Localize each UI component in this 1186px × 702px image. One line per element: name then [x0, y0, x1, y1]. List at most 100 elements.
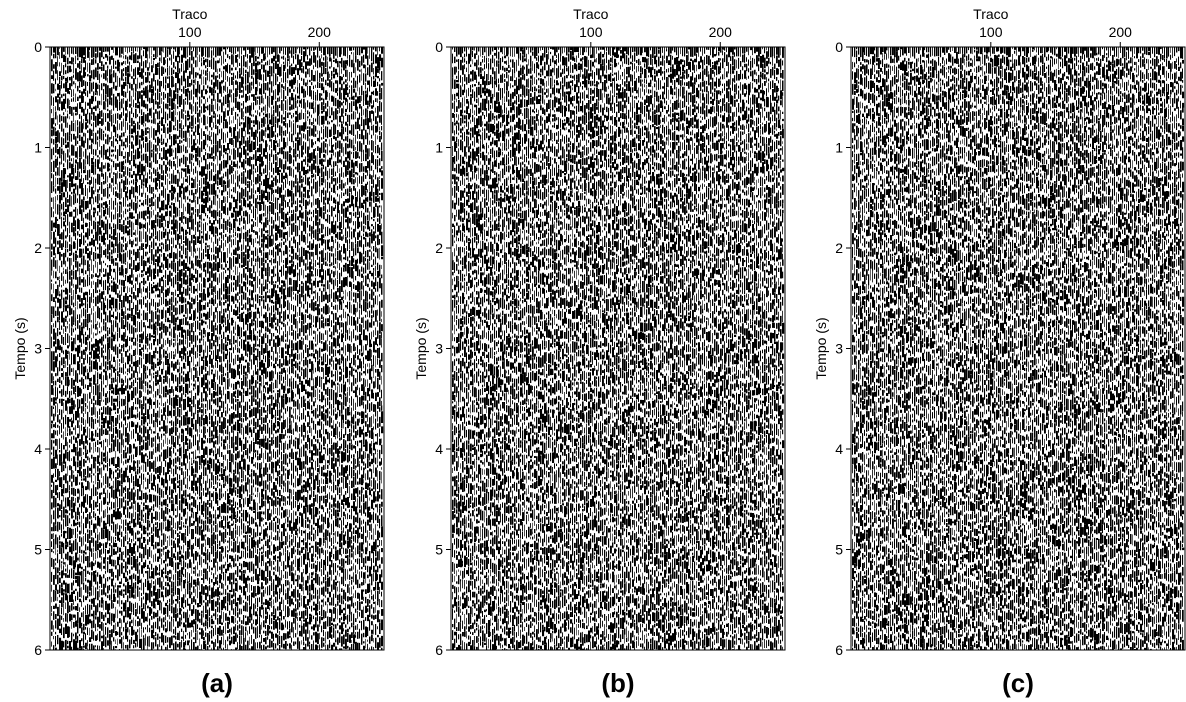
trace	[1172, 47, 1175, 650]
trace	[65, 47, 68, 650]
trace	[462, 47, 465, 650]
trace	[1110, 47, 1113, 650]
trace	[614, 47, 617, 650]
trace	[375, 47, 378, 649]
trace	[79, 47, 82, 650]
trace	[1008, 47, 1011, 650]
trace	[932, 47, 935, 650]
trace	[249, 47, 252, 650]
trace	[554, 47, 557, 650]
trace	[315, 47, 318, 650]
trace	[754, 47, 757, 650]
y-tick-label: 3	[835, 341, 843, 357]
trace	[994, 47, 997, 646]
trace	[381, 47, 384, 650]
trace	[173, 47, 176, 650]
trace	[89, 47, 92, 650]
trace	[59, 47, 62, 650]
trace	[568, 47, 571, 650]
trace	[1000, 47, 1003, 650]
trace	[1162, 47, 1165, 650]
trace	[1028, 47, 1031, 650]
trace	[149, 47, 152, 647]
trace	[133, 47, 136, 649]
trace	[71, 47, 74, 650]
trace-texture	[452, 47, 785, 650]
trace	[139, 47, 142, 648]
trace	[870, 47, 873, 648]
trace	[764, 47, 767, 648]
trace	[708, 47, 711, 647]
trace	[668, 47, 671, 650]
trace	[211, 47, 214, 650]
trace	[604, 47, 607, 650]
trace	[550, 47, 553, 650]
trace	[896, 47, 899, 650]
trace	[1166, 47, 1169, 650]
trace	[766, 47, 769, 648]
trace	[297, 47, 300, 649]
trace	[329, 47, 332, 649]
trace	[912, 47, 915, 650]
trace	[690, 47, 693, 647]
trace	[958, 47, 961, 650]
trace	[295, 47, 298, 650]
y-tick-label: 0	[835, 39, 843, 55]
trace	[115, 47, 118, 650]
trace	[902, 47, 905, 650]
trace	[626, 47, 629, 650]
trace	[289, 47, 292, 650]
trace	[556, 47, 559, 650]
trace	[1030, 47, 1033, 650]
trace	[1174, 47, 1177, 650]
trace	[698, 47, 701, 650]
trace	[612, 47, 615, 650]
trace	[468, 47, 471, 650]
trace	[906, 47, 909, 650]
y-tick-label: 5	[34, 542, 42, 558]
trace	[1058, 47, 1061, 650]
trace	[345, 47, 348, 650]
trace	[73, 47, 76, 650]
trace	[1100, 47, 1103, 650]
trace	[305, 47, 308, 650]
trace	[1096, 47, 1099, 650]
trace	[1116, 47, 1119, 649]
trace	[359, 47, 362, 650]
trace	[233, 47, 236, 650]
trace	[882, 47, 885, 650]
trace	[460, 47, 463, 650]
trace	[1176, 47, 1179, 650]
trace	[782, 47, 785, 650]
trace	[187, 47, 190, 646]
trace	[880, 47, 883, 650]
trace	[1158, 47, 1161, 649]
trace	[189, 47, 192, 650]
trace	[504, 47, 507, 650]
trace	[898, 47, 901, 650]
trace	[1052, 47, 1055, 650]
trace	[67, 47, 70, 650]
trace	[930, 47, 933, 650]
y-tick-label: 2	[34, 240, 42, 256]
trace	[674, 47, 677, 648]
trace	[904, 47, 907, 650]
trace	[1098, 47, 1101, 650]
trace	[536, 47, 539, 650]
trace	[365, 47, 368, 649]
trace	[1178, 47, 1181, 650]
trace	[1056, 47, 1059, 649]
trace	[756, 47, 759, 650]
trace	[1182, 47, 1185, 650]
trace	[221, 47, 224, 650]
trace	[126, 47, 130, 650]
trace	[524, 47, 527, 650]
trace	[95, 47, 98, 650]
trace	[1032, 47, 1035, 647]
trace	[333, 47, 336, 647]
trace	[928, 47, 931, 650]
trace	[331, 47, 334, 650]
trace	[570, 47, 573, 648]
trace	[972, 47, 975, 650]
trace	[201, 47, 204, 650]
